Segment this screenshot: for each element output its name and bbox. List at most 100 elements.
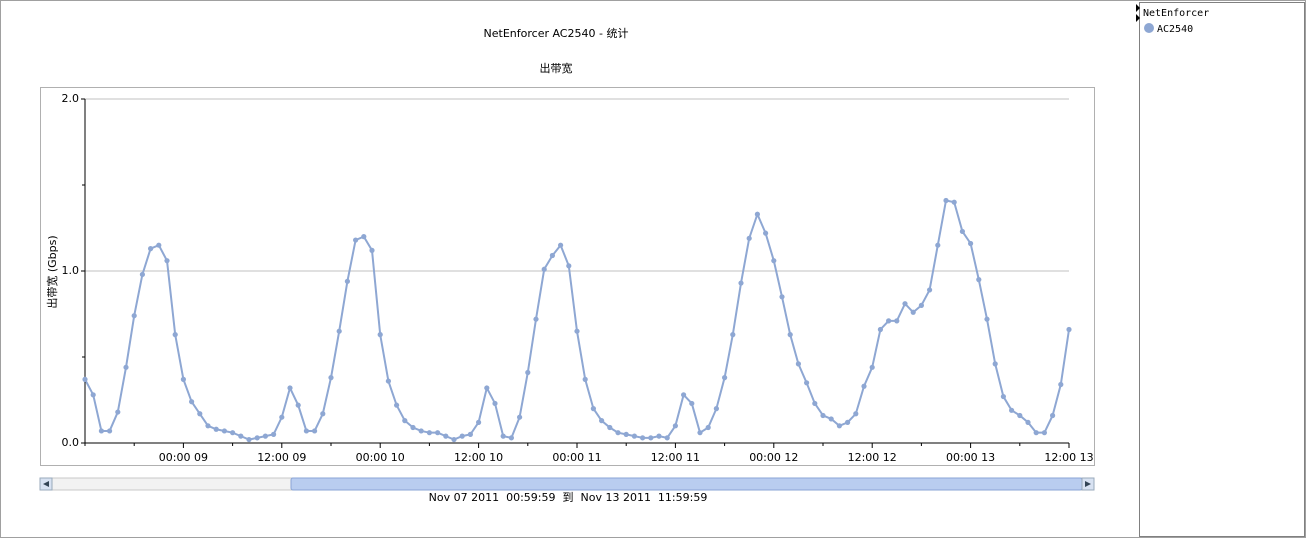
data-point [533, 316, 539, 322]
data-point [361, 234, 367, 240]
data-point [705, 424, 711, 431]
data-point [525, 369, 531, 376]
data-point [689, 400, 695, 407]
data-point [894, 318, 900, 324]
data-point [754, 211, 761, 217]
data-point [631, 433, 638, 439]
data-point [861, 383, 867, 389]
data-point [238, 433, 244, 439]
data-point [230, 430, 236, 436]
data-point [558, 242, 564, 248]
x-tick-label: 00:00 09 [159, 451, 208, 464]
data-point [303, 428, 309, 434]
data-point [541, 266, 547, 272]
data-point [1033, 430, 1039, 436]
y-tick-label: 2.0 [62, 92, 80, 105]
data-point [508, 435, 514, 441]
data-point [992, 361, 998, 367]
data-point [107, 428, 113, 434]
data-point [697, 430, 703, 436]
legend-swatch [1144, 23, 1154, 33]
panel-arrows[interactable] [1136, 4, 1140, 22]
data-point [779, 294, 785, 300]
data-point [1009, 407, 1015, 413]
data-point [869, 364, 875, 370]
data-point [746, 235, 752, 241]
data-point [98, 428, 104, 434]
data-point [640, 435, 646, 441]
data-point [566, 263, 572, 269]
data-point [385, 378, 391, 384]
data-point [148, 246, 154, 252]
x-tick-label: 00:00 10 [356, 451, 405, 464]
data-point [672, 423, 679, 429]
y-tick-label: 0.0 [62, 436, 80, 449]
data-point [82, 376, 88, 382]
data-point [254, 435, 260, 441]
data-point [984, 316, 990, 322]
data-point [435, 430, 441, 436]
data-point [221, 428, 227, 434]
data-point [172, 332, 178, 338]
data-point [271, 431, 277, 437]
data-point [623, 431, 629, 437]
data-point [500, 433, 506, 439]
data-point [599, 418, 605, 424]
data-point [976, 277, 982, 283]
data-point [517, 414, 523, 420]
data-point [951, 199, 957, 205]
data-point [410, 424, 416, 431]
legend-group: NetEnforcer [1143, 8, 1209, 19]
data-point [828, 416, 834, 422]
data-point [943, 197, 949, 204]
data-point [1041, 430, 1047, 436]
data-point [115, 409, 121, 415]
data-point [262, 433, 268, 439]
x-tick-label: 12:00 11 [651, 451, 700, 464]
data-point [312, 428, 318, 434]
scrollbar-thumb[interactable] [290, 477, 1083, 491]
x-tick-label: 12:00 12 [848, 451, 897, 464]
legend-entry[interactable]: AC2540 [1157, 24, 1193, 35]
data-point [590, 406, 597, 412]
data-point [656, 433, 662, 439]
data-point [164, 258, 170, 264]
data-point [664, 435, 670, 441]
data-point [123, 364, 129, 370]
data-point [287, 385, 293, 391]
data-point [549, 252, 556, 259]
data-point [918, 302, 925, 308]
data-point [804, 380, 810, 386]
x-tick-label: 12:00 09 [257, 451, 306, 464]
data-point [156, 242, 162, 248]
data-point [492, 400, 498, 407]
arrow-left [43, 481, 49, 487]
data-point [607, 424, 613, 431]
arrow-right [1085, 481, 1091, 487]
data-point [394, 402, 400, 408]
data-point [402, 418, 408, 424]
x-tick-label: 12:00 10 [454, 451, 503, 464]
data-point [484, 385, 490, 391]
data-point [476, 419, 482, 425]
data-point [189, 399, 195, 405]
x-tick-label: 12:00 13 [1044, 451, 1093, 464]
data-point [377, 332, 383, 338]
data-point [877, 326, 884, 333]
data-point [295, 402, 301, 408]
data-point [336, 328, 342, 334]
data-point [1017, 412, 1023, 419]
data-point [1000, 393, 1007, 400]
data-point [648, 435, 654, 441]
data-point [771, 258, 777, 264]
data-point [246, 436, 252, 443]
data-point [443, 433, 449, 439]
data-point [131, 313, 137, 319]
plot: 0.0 1.0 2.0 00:00 09 12:00 09 00:00 10 12:00 1… [62, 92, 1094, 464]
data-point [1025, 419, 1031, 425]
data-point [353, 237, 359, 243]
data-point [426, 430, 432, 436]
data-point [369, 247, 375, 253]
x-tick-label: 00:00 12 [749, 451, 798, 464]
